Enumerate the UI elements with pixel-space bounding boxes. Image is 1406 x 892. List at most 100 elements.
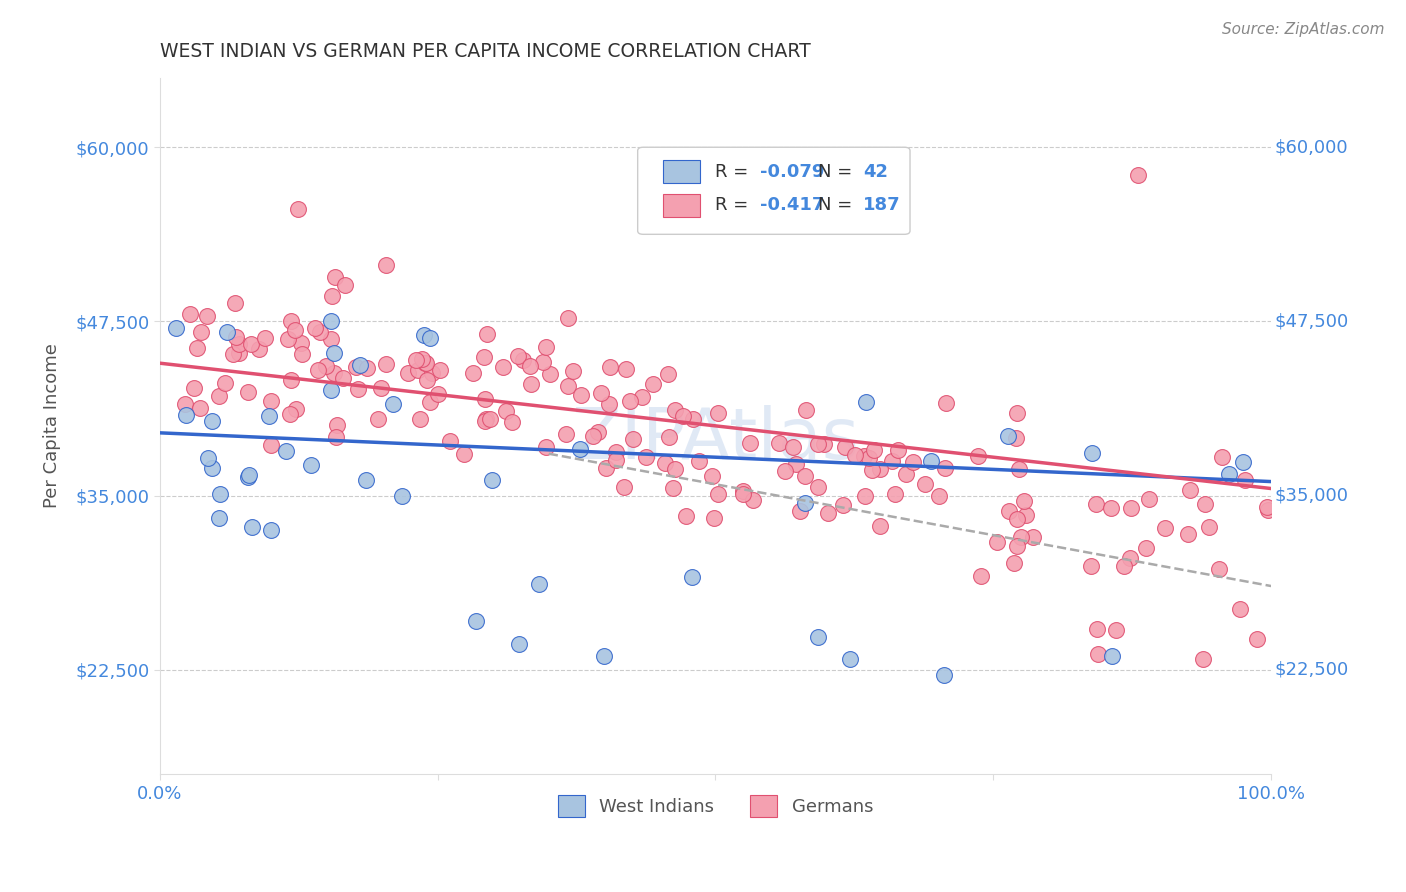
Point <box>190 325 212 339</box>
Point <box>408 412 430 426</box>
Point <box>519 359 541 373</box>
Point <box>934 460 956 475</box>
Text: -0.417: -0.417 <box>761 196 824 214</box>
Point <box>582 428 605 442</box>
Point <box>453 447 475 461</box>
Point <box>681 570 703 584</box>
Point <box>703 511 725 525</box>
Point <box>675 509 697 524</box>
Point <box>782 440 804 454</box>
Point <box>932 668 955 682</box>
Point <box>742 493 765 508</box>
Point <box>420 366 443 380</box>
Point <box>664 403 686 417</box>
Point <box>1126 168 1149 182</box>
Point <box>807 437 830 451</box>
Point <box>217 325 239 339</box>
Point <box>613 480 636 494</box>
Point <box>427 387 450 401</box>
Point <box>323 270 346 285</box>
Point <box>367 412 389 426</box>
Point <box>860 463 883 477</box>
Point <box>240 520 263 534</box>
Point <box>475 411 498 425</box>
Point <box>319 383 342 397</box>
Point <box>1229 602 1251 616</box>
Point <box>568 442 591 457</box>
Point <box>731 487 754 501</box>
Point <box>495 403 517 417</box>
Point <box>238 467 260 482</box>
Point <box>657 367 679 381</box>
Point <box>508 637 530 651</box>
Point <box>1191 652 1213 666</box>
Point <box>858 451 880 466</box>
Point <box>188 401 211 415</box>
FancyBboxPatch shape <box>664 194 700 217</box>
Point <box>214 376 236 390</box>
Point <box>512 353 534 368</box>
Point <box>325 430 347 444</box>
Point <box>1178 483 1201 497</box>
Point <box>375 358 398 372</box>
Point <box>794 403 817 417</box>
Point <box>299 458 322 472</box>
Text: -0.079: -0.079 <box>761 162 824 180</box>
Point <box>326 418 349 433</box>
Text: $35,000: $35,000 <box>1275 486 1348 505</box>
Point <box>1087 622 1109 636</box>
Point <box>855 394 877 409</box>
Point <box>1208 562 1230 576</box>
Point <box>287 202 309 216</box>
Point <box>323 345 346 359</box>
Point <box>785 457 807 471</box>
FancyBboxPatch shape <box>638 147 910 235</box>
Point <box>472 350 495 364</box>
Point <box>280 314 302 328</box>
Point <box>1005 512 1028 526</box>
Point <box>1011 530 1033 544</box>
Point <box>475 327 498 342</box>
Point <box>1194 497 1216 511</box>
Point <box>834 440 856 454</box>
Text: N =: N = <box>818 162 858 180</box>
Text: 187: 187 <box>863 196 901 214</box>
Point <box>396 367 419 381</box>
Point <box>700 469 723 483</box>
Point <box>706 487 728 501</box>
Point <box>538 367 561 381</box>
Point <box>688 454 710 468</box>
Point <box>439 434 461 448</box>
Point <box>793 496 815 510</box>
Point <box>883 487 905 501</box>
Point <box>654 457 676 471</box>
Point <box>887 443 910 458</box>
Point <box>208 510 231 524</box>
Point <box>706 406 728 420</box>
Point <box>1137 491 1160 506</box>
Point <box>463 366 485 380</box>
Point <box>278 407 301 421</box>
Point <box>658 430 681 444</box>
Point <box>986 534 1008 549</box>
Point <box>309 325 332 339</box>
Point <box>998 504 1021 518</box>
Point <box>465 614 488 628</box>
Point <box>222 347 245 361</box>
Point <box>391 489 413 503</box>
Point <box>869 462 891 476</box>
Point <box>291 347 314 361</box>
Point <box>405 353 427 368</box>
Point <box>290 335 312 350</box>
Point <box>569 388 592 402</box>
Point <box>208 486 231 500</box>
Point <box>1080 559 1102 574</box>
Point <box>247 342 270 356</box>
Point <box>921 454 943 468</box>
Point <box>773 464 796 478</box>
Point <box>740 436 762 450</box>
Point <box>1002 557 1025 571</box>
Point <box>619 394 641 409</box>
Point <box>631 390 654 404</box>
Point <box>863 443 886 458</box>
